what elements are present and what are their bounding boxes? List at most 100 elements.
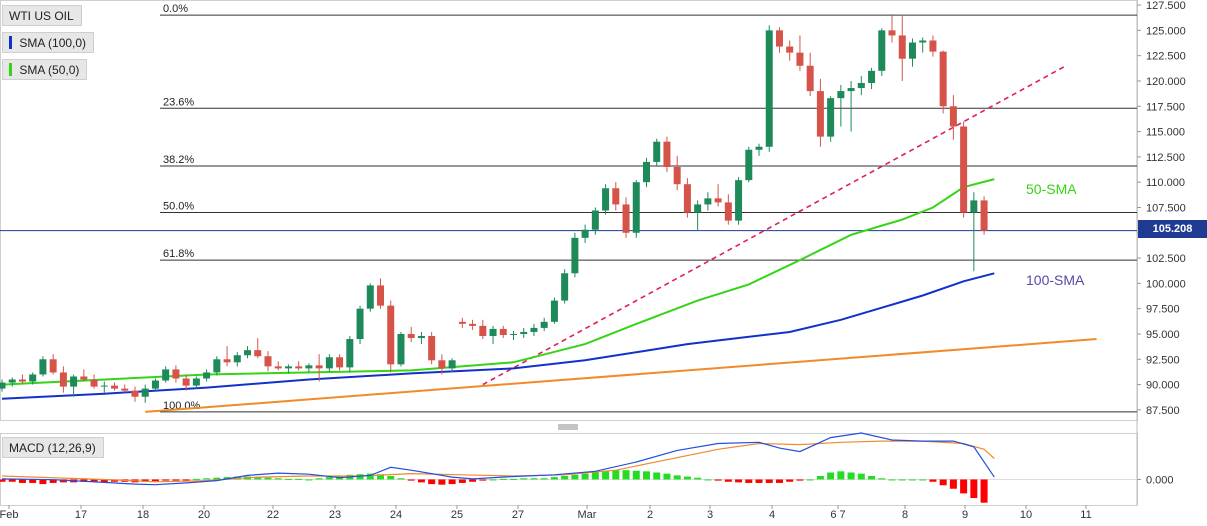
candle-body xyxy=(284,366,292,369)
candle-body xyxy=(591,210,599,230)
candle-body xyxy=(18,379,26,382)
candle-body xyxy=(121,388,129,391)
instrument-label: WTI US OIL xyxy=(9,9,74,23)
macd-histogram-bar xyxy=(254,477,262,480)
x-tick-label: 17 xyxy=(75,509,87,521)
candle-body xyxy=(561,273,569,301)
macd-histogram-bar xyxy=(724,479,732,482)
macd-histogram-bar xyxy=(550,477,558,480)
macd-histogram-bar xyxy=(80,479,88,482)
sma50-line xyxy=(1,178,995,386)
macd-histogram-bar xyxy=(458,479,466,483)
x-tick-label: 8 xyxy=(902,509,908,521)
y-tick-label: 125.000 xyxy=(1146,25,1186,37)
candle-body xyxy=(949,106,957,127)
candle-body xyxy=(704,198,712,205)
macd-histogram-bar xyxy=(540,478,548,480)
macd-histogram-bar xyxy=(479,479,487,481)
y-tick-label: 120.000 xyxy=(1146,76,1186,88)
macd-histogram-bar xyxy=(428,479,436,485)
fibonacci-level-label: 38.2% xyxy=(163,154,194,166)
candle-body xyxy=(908,42,916,59)
macd-signal-line xyxy=(1,440,995,483)
candle-body xyxy=(775,30,783,47)
macd-histogram-bar xyxy=(673,475,681,480)
x-tick-label: 18 xyxy=(137,509,149,521)
candle-body xyxy=(438,360,446,369)
macd-histogram-bar xyxy=(264,477,272,480)
macd-histogram-bar xyxy=(469,479,477,482)
macd-label: MACD (12,26,9) xyxy=(9,441,96,455)
x-tick-label: 4 xyxy=(769,509,775,521)
y-tick-label: 100.000 xyxy=(1146,278,1186,290)
candle-body xyxy=(162,369,170,381)
candle-body xyxy=(29,374,37,382)
macd-histogram-bar xyxy=(151,479,159,482)
macd-histogram-bar xyxy=(356,474,364,480)
candle-body xyxy=(602,188,610,211)
fibonacci-level-label: 61.8% xyxy=(163,248,194,260)
candle-body xyxy=(141,388,149,397)
macd-histogram-bar xyxy=(162,479,170,481)
macd-histogram-bar xyxy=(980,479,988,503)
macd-histogram-bar xyxy=(49,479,57,483)
candle-body xyxy=(735,180,743,221)
x-tick-label: 23 xyxy=(329,509,341,521)
candle-body xyxy=(417,336,425,339)
candle-body xyxy=(970,200,978,213)
candle-body xyxy=(520,331,528,334)
macd-histogram-bar xyxy=(0,479,6,482)
macd-line xyxy=(1,432,995,486)
sma50-label: SMA (50,0) xyxy=(19,63,80,77)
candle-body xyxy=(203,372,211,379)
macd-histogram-bar xyxy=(796,479,804,481)
candle-body xyxy=(632,182,640,233)
y-tick-label: 95.000 xyxy=(1146,329,1180,341)
macd-histogram-bar xyxy=(315,478,323,480)
macd-histogram-bar xyxy=(8,479,16,482)
macd-histogram-bar xyxy=(878,478,886,480)
candle-body xyxy=(939,51,947,107)
candle-body xyxy=(724,202,732,221)
candle-body xyxy=(295,366,303,369)
macd-zero-tick-label: 0.000 xyxy=(1146,474,1174,486)
candle-body xyxy=(274,366,282,369)
sma100-swatch xyxy=(9,36,12,49)
candle-body xyxy=(70,376,78,387)
macd-histogram-bar xyxy=(786,479,794,482)
candle-body xyxy=(151,380,159,389)
candle-body xyxy=(172,369,180,379)
candle-body xyxy=(857,82,865,89)
candle-body xyxy=(264,356,272,367)
y-tick-label: 107.500 xyxy=(1146,202,1186,214)
instrument-tag[interactable]: WTI US OIL xyxy=(2,5,82,26)
candle-body xyxy=(581,229,589,238)
candle-body xyxy=(192,378,200,386)
candle-body xyxy=(550,300,558,322)
sma100-annotation: 100-SMA xyxy=(1026,272,1085,288)
x-tick-label: 20 xyxy=(198,509,210,521)
sma50-tag[interactable]: SMA (50,0) xyxy=(2,59,88,80)
last-price-badge: 105.208 xyxy=(1138,220,1207,238)
candle-body xyxy=(356,308,364,340)
candle-body xyxy=(366,285,374,309)
macd-histogram-bar xyxy=(591,471,599,480)
candle-body xyxy=(336,357,344,368)
macd-histogram-bar xyxy=(612,470,620,480)
y-tick-label: 87.500 xyxy=(1146,405,1180,417)
macd-histogram-bar xyxy=(837,471,845,480)
candle-body xyxy=(919,40,927,43)
candle-body xyxy=(765,30,773,147)
macd-tag[interactable]: MACD (12,26,9) xyxy=(2,437,104,458)
candle-body xyxy=(377,285,385,306)
y-tick-label: 92.500 xyxy=(1146,354,1180,366)
candle-body xyxy=(622,204,630,233)
candle-body xyxy=(530,327,538,332)
macd-histogram-bar xyxy=(939,479,947,486)
macd-histogram-bar xyxy=(377,474,385,480)
candle-body xyxy=(448,360,456,369)
candle-body xyxy=(816,91,824,137)
candle-body xyxy=(837,91,845,99)
y-tick-label: 110.000 xyxy=(1146,177,1185,189)
sma100-tag[interactable]: SMA (100,0) xyxy=(2,32,95,53)
